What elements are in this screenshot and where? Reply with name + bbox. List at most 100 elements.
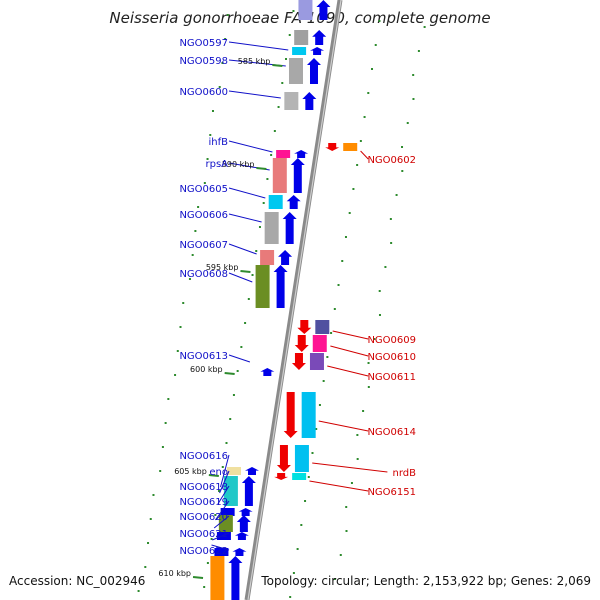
forward-gene-arrow: [238, 508, 253, 516]
gc-dot: [137, 590, 140, 592]
gc-dot: [412, 98, 415, 100]
label-leader-line: [219, 470, 230, 494]
gc-dot: [164, 422, 167, 424]
gc-dot: [341, 260, 344, 262]
gc-dot: [417, 50, 420, 52]
gc-dot: [206, 562, 209, 564]
reverse-gene-arrow: [276, 445, 291, 472]
cog-box: [292, 47, 307, 55]
cog-box: [309, 353, 324, 370]
gc-dot: [356, 434, 359, 436]
reverse-gene-label: NGO0611: [367, 372, 416, 383]
cog-box: [315, 320, 330, 334]
gc-dot: [337, 284, 340, 286]
gene-labels: NGO0597 NGO0598 NGO0600 ihfB rpsA NGO0605 NGO0…: [179, 38, 416, 557]
gc-dot: [359, 140, 362, 142]
gc-dot: [159, 470, 162, 472]
forward-gene-label: NGO0616: [179, 451, 228, 462]
gc-dot: [218, 490, 221, 492]
gc-dot: [339, 554, 342, 556]
genome-backbone: [244, 0, 343, 600]
label-leader-line: [217, 485, 230, 505]
label-leader-line: [228, 90, 281, 99]
reverse-gene-label: NGO0602: [367, 155, 416, 166]
position-tick: [192, 576, 204, 579]
gc-dot: [345, 506, 348, 508]
cog-color-track: [210, 0, 358, 600]
forward-gene-label: NGO0619: [179, 497, 228, 508]
forward-gene-arrow: [260, 368, 275, 376]
forward-gene-arrow: [282, 212, 297, 244]
cog-box: [301, 392, 316, 438]
gc-dot: [161, 446, 164, 448]
gc-dot: [406, 122, 409, 124]
gc-dot: [277, 106, 280, 108]
gc-dot: [224, 38, 227, 40]
gc-dot: [182, 302, 185, 304]
forward-gene-label: NGO0620: [179, 512, 228, 523]
cog-box: [264, 212, 279, 244]
gc-dot: [255, 250, 258, 252]
accession-text: Accession: NC_002946: [9, 574, 146, 588]
gc-dot: [191, 254, 194, 256]
gc-dot: [226, 14, 229, 16]
label-leader-line: [360, 150, 369, 160]
gc-dot: [348, 212, 351, 214]
forward-gene-arrow: [302, 92, 317, 110]
forward-gene-arrow: [244, 467, 259, 475]
gc-dot: [167, 398, 170, 400]
gc-dot: [288, 34, 291, 36]
forward-gene-arrow: [286, 195, 301, 209]
gc-dot: [333, 308, 336, 310]
label-leader-line: [212, 532, 230, 541]
gc-dot: [144, 566, 147, 568]
gc-dot: [318, 404, 321, 406]
forward-gene-label: NGO0608: [179, 269, 228, 280]
forward-gene-arrow: [232, 548, 247, 556]
forward-gene-arrow: [306, 58, 321, 84]
gc-dot: [211, 110, 214, 112]
forward-gene-label: ihfB: [209, 137, 229, 148]
gc-dot: [270, 154, 273, 156]
gc-dot: [281, 82, 284, 84]
forward-gene-arrow: [236, 515, 251, 532]
forward-gene-arrow: [312, 30, 327, 45]
label-leader-line: [214, 500, 230, 521]
gc-dot: [225, 442, 228, 444]
gc-dot: [371, 68, 374, 70]
label-leader-line: [211, 544, 230, 551]
gc-dot: [356, 458, 359, 460]
gc-dot: [152, 494, 155, 496]
cog-box: [226, 467, 241, 475]
forward-gene-arrow: [234, 532, 249, 540]
cog-box: [268, 195, 283, 209]
cog-box: [223, 476, 238, 506]
gc-dot: [273, 130, 276, 132]
reverse-gene-arrow: [274, 473, 289, 480]
position-tick: [240, 270, 251, 273]
forward-gene-arrow: [228, 556, 243, 600]
gc-dot: [356, 164, 359, 166]
gc-dot: [345, 530, 348, 532]
label-leader-line: [220, 454, 230, 488]
gc-dot: [390, 242, 393, 244]
forward-gene-arrow: [278, 250, 293, 265]
cog-box: [294, 445, 309, 472]
reverse-gene-label: NGO6151: [367, 487, 416, 498]
forward-gene-label: NGO0598: [179, 56, 228, 67]
forward-gene-arrow: [273, 265, 288, 308]
forward-gene-arrow: [294, 150, 309, 158]
gc-dot: [194, 230, 197, 232]
forward-gene-label: NGO0606: [179, 210, 228, 221]
gc-dot: [147, 542, 150, 544]
label-leader-line: [312, 462, 388, 473]
gc-dot: [296, 548, 299, 550]
gc-dot: [374, 44, 377, 46]
gc-dot: [395, 194, 398, 196]
forward-gene-arrow: [310, 47, 325, 55]
reverse-gene-label: NGO0614: [367, 427, 416, 438]
gc-dot: [240, 346, 243, 348]
position-tick: [272, 64, 283, 67]
position-tick-label: 595 kbp: [206, 263, 239, 272]
cog-box: [288, 58, 303, 84]
